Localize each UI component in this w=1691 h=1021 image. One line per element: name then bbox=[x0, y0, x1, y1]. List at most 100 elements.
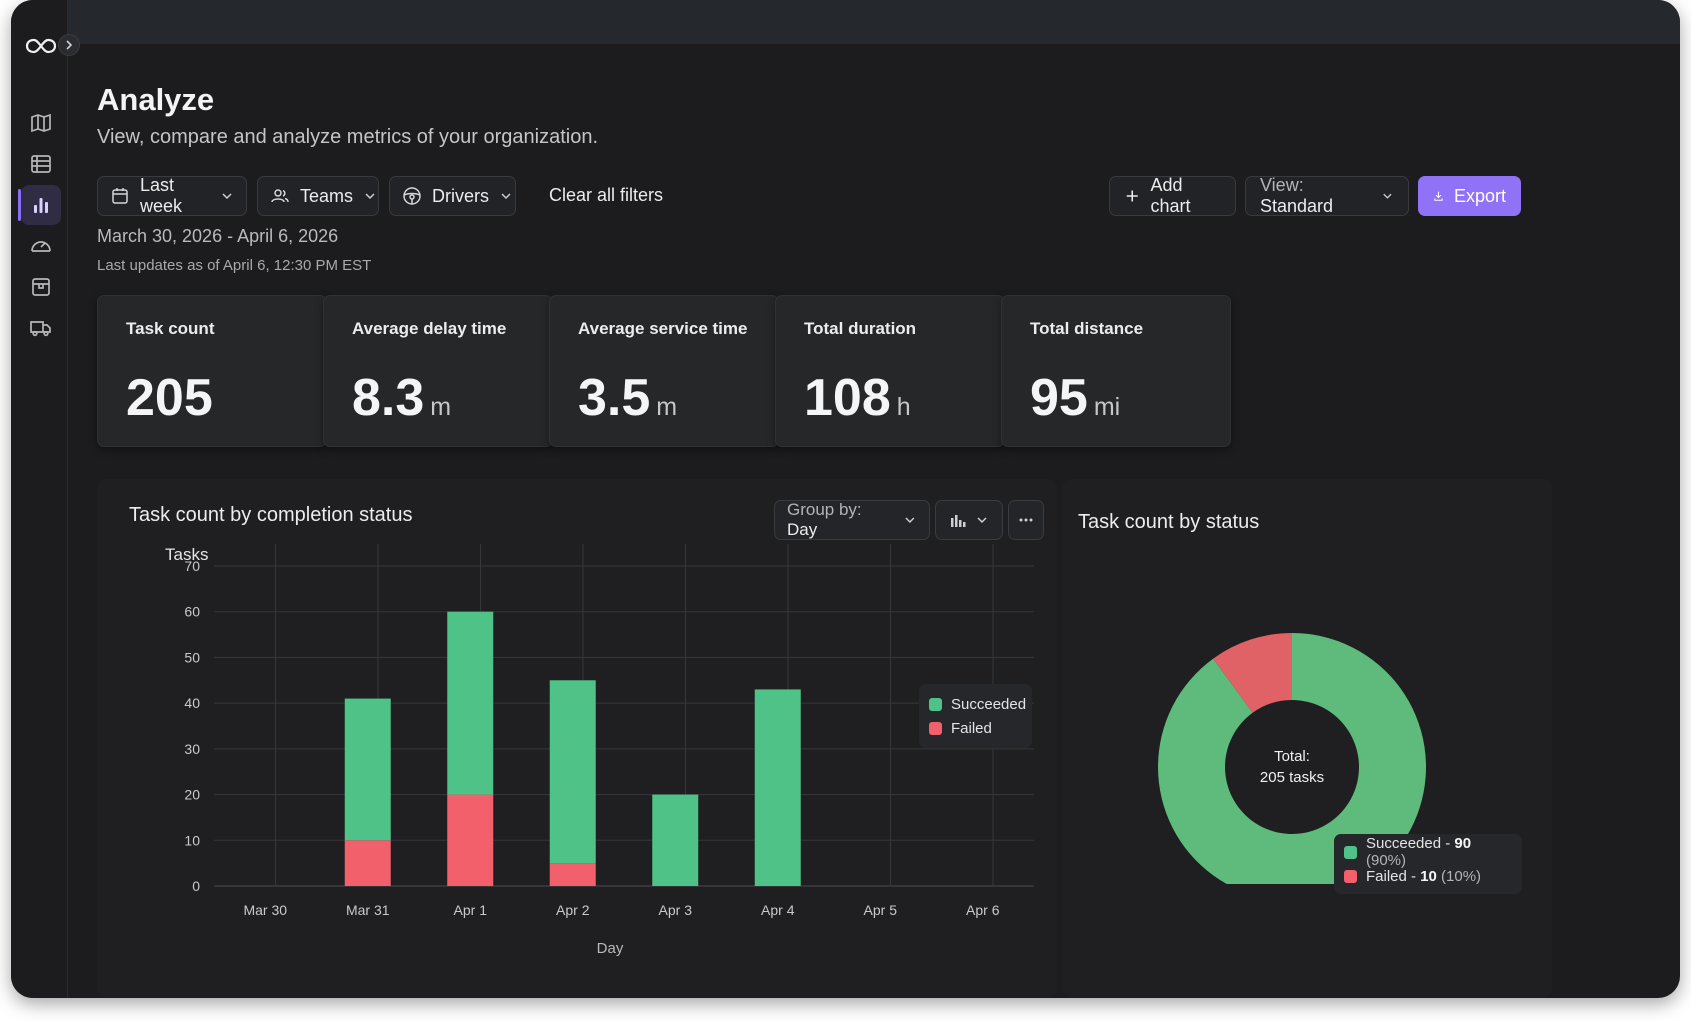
add-chart-button[interactable]: Add chart bbox=[1109, 175, 1236, 216]
infinity-logo-icon[interactable] bbox=[25, 37, 57, 55]
metric-card-total-duration: Total duration 108 h bbox=[775, 295, 1005, 447]
metric-label: Average delay time bbox=[352, 319, 507, 338]
legend-text: Failed - 10 (10%) bbox=[1366, 868, 1481, 885]
view-prefix: View: bbox=[1260, 175, 1304, 195]
drivers-filter-label: Drivers bbox=[432, 185, 489, 206]
group-by-prefix: Group by: bbox=[787, 500, 862, 519]
legend-percent: (90%) bbox=[1366, 852, 1407, 869]
legend-item-succeeded[interactable]: Succeeded bbox=[929, 692, 1026, 716]
y-tick-label: 0 bbox=[192, 878, 200, 894]
sidebar-item-map[interactable] bbox=[21, 103, 61, 143]
donut-chart-legend: Succeeded - 90 (90%) Failed - 10 (10%) bbox=[1334, 834, 1522, 894]
metric-number: 108 bbox=[804, 369, 891, 427]
speedometer-icon bbox=[31, 241, 51, 252]
metric-value: 8.3 m bbox=[352, 368, 451, 428]
bar-failed-apr-1[interactable] bbox=[447, 794, 494, 886]
sidebar-item-vehicles[interactable] bbox=[21, 308, 61, 348]
table-icon bbox=[31, 155, 51, 173]
bar-succeeded-apr-1[interactable] bbox=[447, 611, 494, 795]
chevron-down-icon bbox=[977, 517, 987, 524]
donut-slice-failed[interactable] bbox=[1213, 633, 1292, 713]
x-tick-label: Apr 5 bbox=[864, 902, 898, 918]
legend-item-failed[interactable]: Failed bbox=[929, 716, 1022, 740]
x-tick-label: Apr 4 bbox=[761, 902, 795, 918]
plus-icon bbox=[1126, 190, 1138, 202]
metric-card-average-delay-time: Average delay time 8.3 m bbox=[323, 295, 553, 447]
chevron-down-icon bbox=[501, 193, 511, 200]
legend-value: 10 bbox=[1420, 867, 1437, 885]
bar-failed-mar-31[interactable] bbox=[344, 840, 391, 886]
chart-type-dropdown[interactable] bbox=[935, 500, 1003, 540]
chevron-down-icon bbox=[222, 193, 232, 200]
bar-succeeded-mar-31[interactable] bbox=[344, 698, 391, 841]
metric-card-average-service-time: Average service time 3.5 m bbox=[549, 295, 779, 447]
legend-swatch bbox=[1344, 845, 1357, 859]
clear-all-filters-link[interactable]: Clear all filters bbox=[549, 185, 664, 205]
date-filter-dropdown[interactable]: Last week bbox=[97, 175, 247, 216]
package-icon bbox=[32, 278, 50, 296]
legend-value: 90 bbox=[1454, 835, 1472, 852]
download-icon bbox=[1434, 191, 1443, 201]
x-tick-label: Mar 30 bbox=[243, 902, 287, 918]
sidebar-item-table[interactable] bbox=[21, 144, 61, 184]
bar-chart-title: Task count by completion status bbox=[129, 504, 413, 526]
bar-chart-icon bbox=[951, 515, 966, 527]
teams-filter-label: Teams bbox=[300, 185, 354, 206]
y-tick-labels: 0 10 20 30 40 50 60 70 bbox=[184, 558, 200, 894]
bar-succeeded-apr-2[interactable] bbox=[549, 680, 596, 864]
export-button[interactable]: Export bbox=[1418, 176, 1521, 216]
group-by-label: Group by: Day bbox=[787, 500, 895, 540]
bar-succeeded-apr-3[interactable] bbox=[652, 794, 699, 886]
map-icon bbox=[31, 113, 51, 133]
donut-slices bbox=[1158, 633, 1426, 884]
metric-label: Total duration bbox=[804, 319, 917, 338]
chevron-down-icon bbox=[1383, 193, 1392, 199]
sidebar-item-analyze[interactable] bbox=[18, 185, 61, 225]
sidebar-item-performance[interactable] bbox=[21, 226, 61, 266]
bar-marks bbox=[344, 611, 801, 886]
view-selector-dropdown[interactable]: View: Standard bbox=[1245, 175, 1409, 217]
x-tick-labels: Mar 30 Mar 31 Apr 1 Apr 2 Apr 3 Apr 4 Apr 5 Apr… bbox=[243, 902, 999, 918]
donut-slice-succeeded[interactable] bbox=[1158, 633, 1426, 884]
legend-label: Failed bbox=[951, 719, 992, 737]
donut-center-value: 205 tasks bbox=[1260, 769, 1324, 786]
bar-chart-legend: Succeeded Failed bbox=[919, 684, 1032, 748]
date-filter-label: Last week bbox=[140, 175, 183, 216]
x-axis-label: Day bbox=[597, 940, 624, 957]
metric-value: 95 mi bbox=[1030, 368, 1120, 428]
x-tick-label: Apr 3 bbox=[659, 902, 693, 918]
bar-failed-apr-2[interactable] bbox=[549, 863, 596, 886]
sidebar-item-packages[interactable] bbox=[21, 267, 61, 307]
page-title: Analyze bbox=[97, 82, 215, 117]
metric-number: 95 bbox=[1030, 369, 1088, 427]
legend-prefix: Succeeded - bbox=[1366, 835, 1455, 852]
sidebar bbox=[11, 0, 68, 998]
legend-swatch bbox=[929, 697, 942, 711]
bar-succeeded-apr-4[interactable] bbox=[754, 689, 801, 886]
metric-label: Task count bbox=[126, 319, 215, 338]
chevron-right-icon bbox=[66, 40, 73, 50]
legend-label: Succeeded bbox=[951, 695, 1027, 713]
metric-value: 3.5 m bbox=[578, 368, 677, 428]
drivers-filter-dropdown[interactable]: Drivers bbox=[389, 176, 516, 216]
users-icon bbox=[271, 189, 289, 203]
steering-wheel-icon bbox=[403, 187, 421, 205]
more-options-button[interactable] bbox=[1008, 500, 1044, 540]
legend-item-succeeded[interactable]: Succeeded - 90 (90%) bbox=[1344, 835, 1512, 869]
y-axis-label: Tasks bbox=[165, 545, 208, 564]
donut-center-label: Total: bbox=[1274, 748, 1310, 765]
legend-item-failed[interactable]: Failed - 10 (10%) bbox=[1344, 864, 1512, 888]
grid-lines bbox=[214, 544, 1034, 887]
y-tick-label: 40 bbox=[184, 695, 200, 711]
donut-chart-panel bbox=[1062, 479, 1552, 998]
expand-sidebar-button[interactable] bbox=[58, 34, 80, 56]
view-selector-label: View: Standard bbox=[1260, 175, 1371, 217]
metric-unit: h bbox=[896, 393, 911, 421]
metric-label: Total distance bbox=[1030, 319, 1144, 338]
top-bar bbox=[68, 0, 1680, 44]
page-subtitle: View, compare and analyze metrics of you… bbox=[97, 126, 599, 148]
group-by-dropdown[interactable]: Group by: Day bbox=[774, 500, 930, 540]
x-tick-label: Apr 6 bbox=[966, 902, 1000, 918]
metric-unit: mi bbox=[1093, 393, 1121, 421]
teams-filter-dropdown[interactable]: Teams bbox=[257, 176, 379, 216]
